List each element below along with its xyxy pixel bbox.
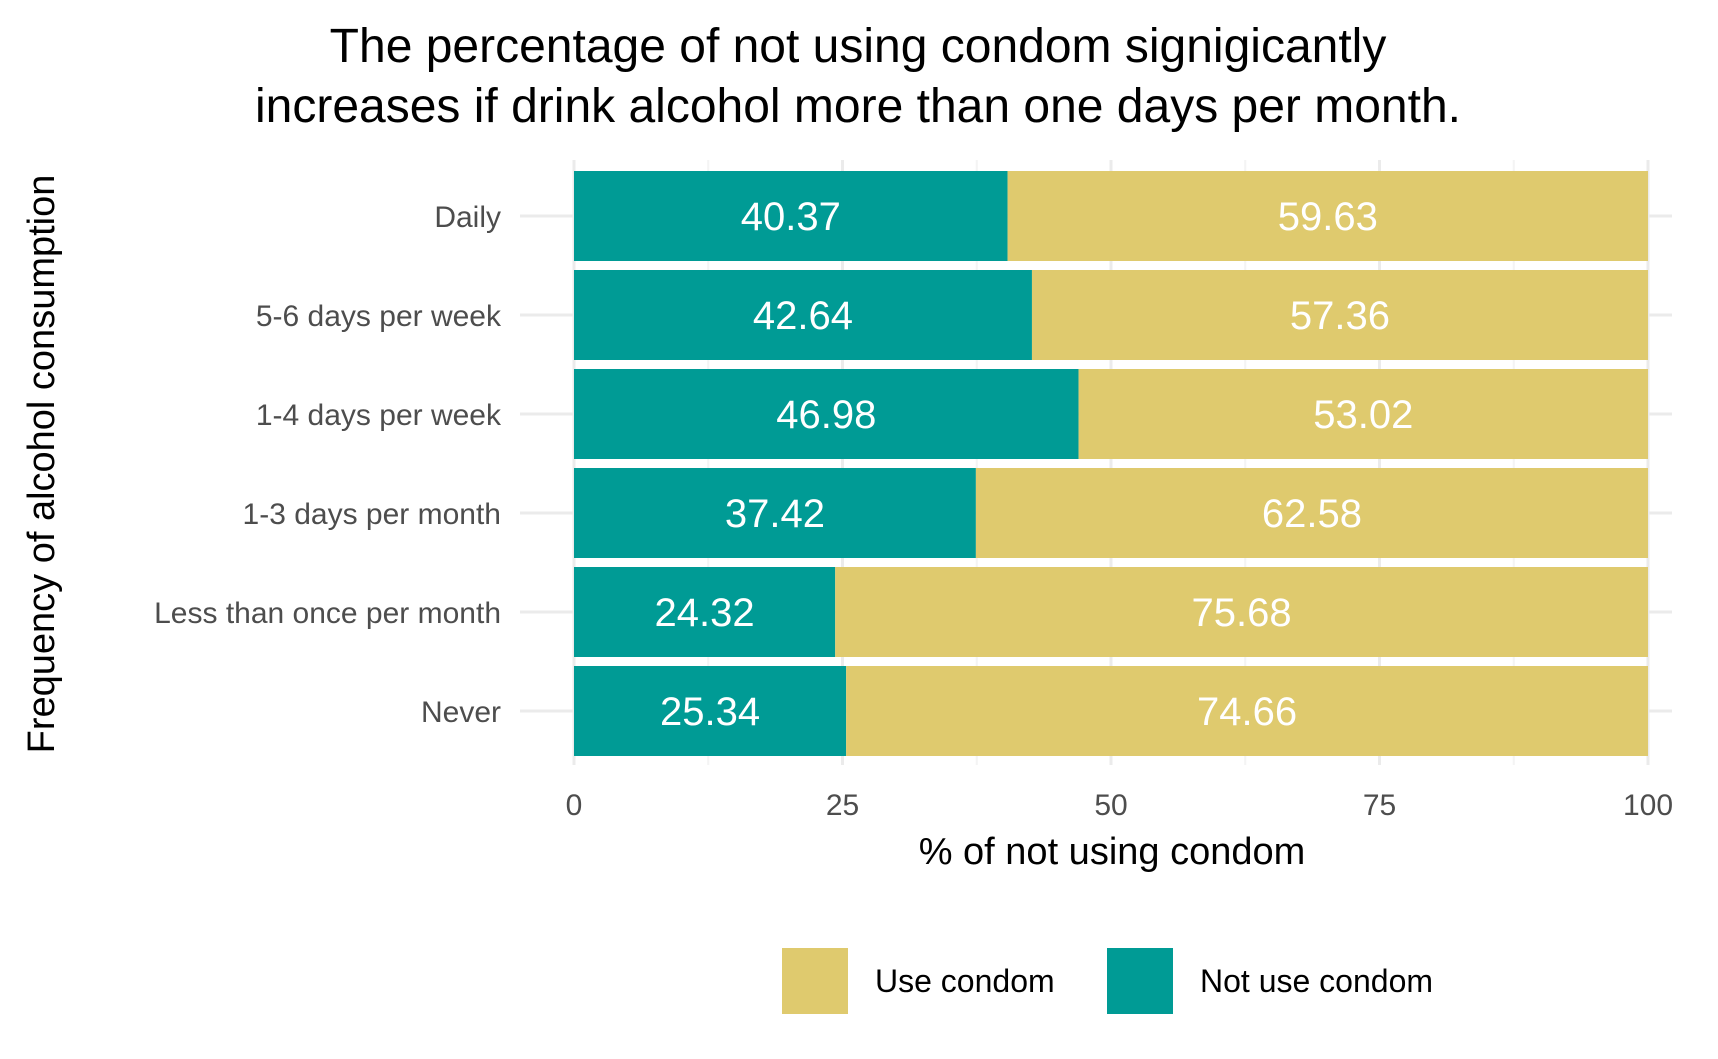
- y-tick-label: Never: [421, 696, 501, 729]
- legend-label: Use condom: [875, 963, 1055, 999]
- bar-not-use-condom: [574, 666, 847, 756]
- y-tick-label: 5-6 days per week: [256, 300, 502, 333]
- y-tick-label: Daily: [434, 201, 501, 234]
- y-tick-label: 1-4 days per week: [256, 399, 502, 432]
- bar-not-use-condom: [574, 369, 1079, 459]
- data-label-use-condom: 74.66: [1197, 690, 1297, 734]
- x-tick-label: 100: [1623, 789, 1673, 822]
- x-axis-tick-labels: 0 25 50 75 100: [566, 789, 1673, 822]
- y-axis-title: Frequency of alcohol consumption: [21, 175, 63, 754]
- data-label-not-use-condom: 46.98: [776, 393, 876, 437]
- x-tick-label: 25: [826, 789, 859, 822]
- chart-title-line-1: The percentage of not using condom signi…: [330, 20, 1387, 73]
- legend-label: Not use condom: [1200, 963, 1433, 999]
- data-label-use-condom: 62.58: [1262, 492, 1362, 536]
- data-label-not-use-condom: 37.42: [725, 492, 825, 536]
- data-label-not-use-condom: 40.37: [741, 195, 841, 239]
- bar-series: [574, 171, 1648, 756]
- bar-use-condom: [835, 567, 1648, 657]
- bar-not-use-condom: [574, 171, 1008, 261]
- data-label-not-use-condom: 42.64: [753, 294, 853, 338]
- chart-title-line-2: increases if drink alcohol more than one…: [255, 80, 1461, 133]
- bar-use-condom: [1078, 369, 1648, 459]
- y-tick-label: 1-3 days per month: [243, 498, 501, 531]
- bar-use-condom: [1031, 270, 1648, 360]
- data-label-use-condom: 57.36: [1290, 294, 1390, 338]
- x-tick-label: 75: [1363, 789, 1396, 822]
- bar-use-condom: [975, 468, 1648, 558]
- data-label-not-use-condom: 25.34: [660, 690, 760, 734]
- bar-use-condom: [846, 666, 1648, 756]
- bar-not-use-condom: [574, 468, 976, 558]
- data-label-use-condom: 53.02: [1313, 393, 1413, 437]
- legend: Use condom Not use condom: [782, 948, 1433, 1014]
- x-tick-label: 0: [566, 789, 583, 822]
- data-label-use-condom: 59.63: [1278, 195, 1378, 239]
- data-labels: 40.37 59.63 42.64 57.36 46.98 53.02 37.42 62.58…: [655, 195, 1414, 734]
- y-tick-label: Less than once per month: [154, 597, 501, 630]
- bar-use-condom: [1007, 171, 1648, 261]
- x-axis-title: % of not using condom: [919, 831, 1306, 873]
- x-tick-label: 50: [1094, 789, 1127, 822]
- legend-key: [782, 948, 848, 1014]
- bar-not-use-condom: [574, 567, 836, 657]
- bar-not-use-condom: [574, 270, 1032, 360]
- data-label-use-condom: 75.68: [1192, 591, 1292, 635]
- data-label-not-use-condom: 24.32: [655, 591, 755, 635]
- legend-key: [1107, 948, 1173, 1014]
- y-axis-tick-labels: Daily 5-6 days per week 1-4 days per week 1…: [154, 201, 502, 729]
